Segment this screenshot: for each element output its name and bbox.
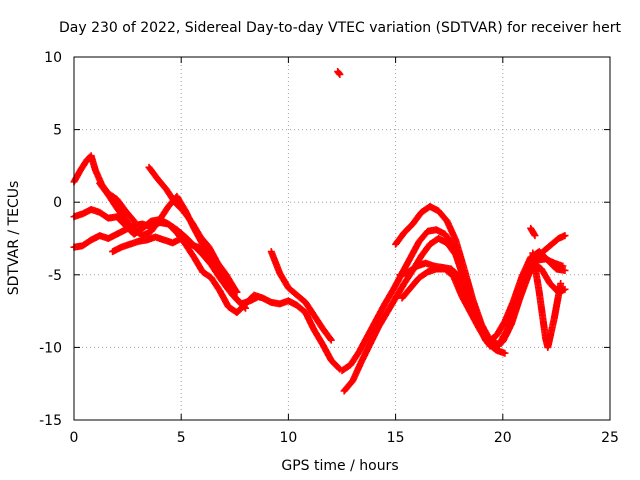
data-series <box>70 68 569 395</box>
series-track-6 <box>145 163 239 293</box>
data-point <box>557 280 565 288</box>
y-tick-label: -10 <box>39 340 62 356</box>
data-point <box>129 216 137 224</box>
series-track-5 <box>109 233 262 308</box>
tick-labels: 0 5 10 15 20 25 -15 -10 -5 0 5 10 <box>39 50 619 446</box>
y-tick-label: -15 <box>39 413 62 429</box>
data-point <box>326 335 334 343</box>
y-axis-label: SDTVAR / TECUs <box>6 181 22 296</box>
y-tick-label: 0 <box>53 195 62 211</box>
x-tick-label: 15 <box>387 430 405 446</box>
plot-frame <box>73 56 611 421</box>
data-point <box>561 232 569 240</box>
data-point <box>559 262 567 270</box>
data-point <box>254 293 262 301</box>
y-tick-label: 5 <box>53 123 62 139</box>
x-tick-label: 5 <box>177 430 186 446</box>
data-point <box>561 266 569 274</box>
data-point <box>501 349 509 357</box>
y-tick-label: 10 <box>44 50 62 66</box>
series-track-8 <box>334 68 344 78</box>
data-point <box>231 285 239 293</box>
data-point <box>327 336 335 344</box>
series-track-14 <box>527 224 539 240</box>
series-track-15 <box>529 249 565 351</box>
data-point <box>336 70 344 78</box>
data-point <box>531 232 539 240</box>
chart-title: Day 230 of 2022, Sidereal Day-to-day VTE… <box>59 20 621 36</box>
x-tick-label: 0 <box>70 430 79 446</box>
x-tick-label: 10 <box>279 430 297 446</box>
x-axis-label: GPS time / hours <box>281 458 398 474</box>
x-tick-label: 25 <box>601 430 619 446</box>
y-tick-label: -5 <box>48 268 62 284</box>
series-track-7 <box>267 248 335 344</box>
x-tick-label: 20 <box>494 430 512 446</box>
grid <box>74 57 610 420</box>
series-track-13 <box>398 265 509 357</box>
